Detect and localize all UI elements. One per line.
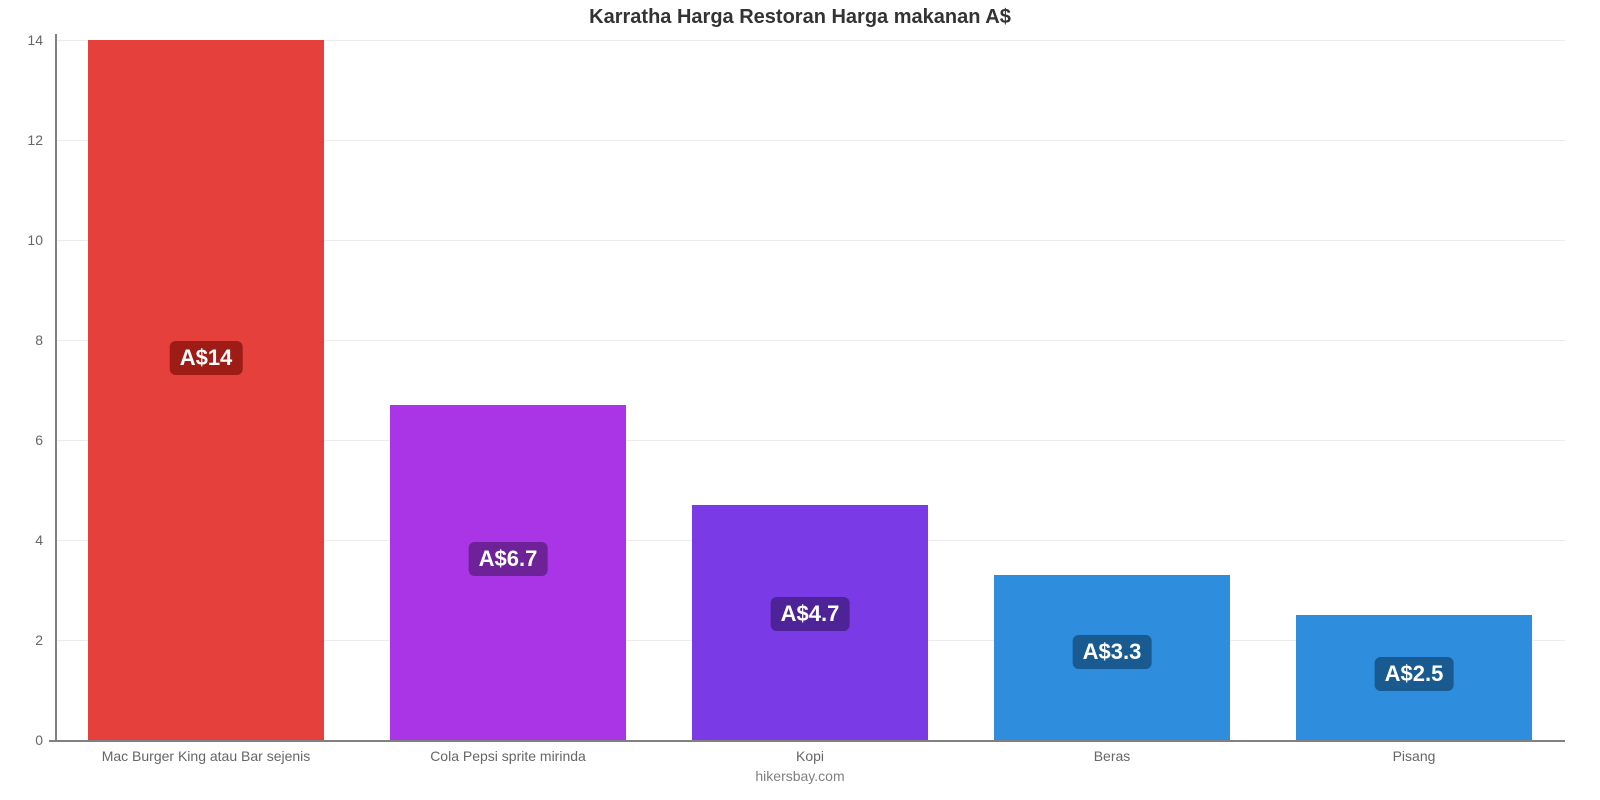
plot-area: 02468101214A$14Mac Burger King atau Bar … xyxy=(55,40,1565,740)
bar xyxy=(88,40,324,740)
x-tick-label: Cola Pepsi sprite mirinda xyxy=(357,748,659,764)
x-axis-line xyxy=(49,740,1565,742)
bar-value-label: A$2.5 xyxy=(1375,657,1454,691)
y-axis-line xyxy=(55,34,57,740)
y-tick-label: 0 xyxy=(0,732,43,748)
y-tick-label: 10 xyxy=(0,232,43,248)
chart-title: Karratha Harga Restoran Harga makanan A$ xyxy=(0,6,1600,29)
y-tick-label: 4 xyxy=(0,532,43,548)
chart-footer-credit: hikersbay.com xyxy=(0,768,1600,784)
x-tick-label: Kopi xyxy=(659,748,961,764)
bar-value-label: A$4.7 xyxy=(771,597,850,631)
y-tick-label: 14 xyxy=(0,32,43,48)
x-tick-label: Mac Burger King atau Bar sejenis xyxy=(55,748,357,764)
bar-value-label: A$14 xyxy=(170,341,243,375)
x-tick-label: Beras xyxy=(961,748,1263,764)
x-tick-label: Pisang xyxy=(1263,748,1565,764)
y-tick-label: 6 xyxy=(0,432,43,448)
y-tick-label: 12 xyxy=(0,132,43,148)
y-tick-label: 8 xyxy=(0,332,43,348)
bar-chart: Karratha Harga Restoran Harga makanan A$… xyxy=(0,0,1600,800)
y-tick-label: 2 xyxy=(0,632,43,648)
bar-value-label: A$3.3 xyxy=(1073,635,1152,669)
bar-value-label: A$6.7 xyxy=(469,542,548,576)
